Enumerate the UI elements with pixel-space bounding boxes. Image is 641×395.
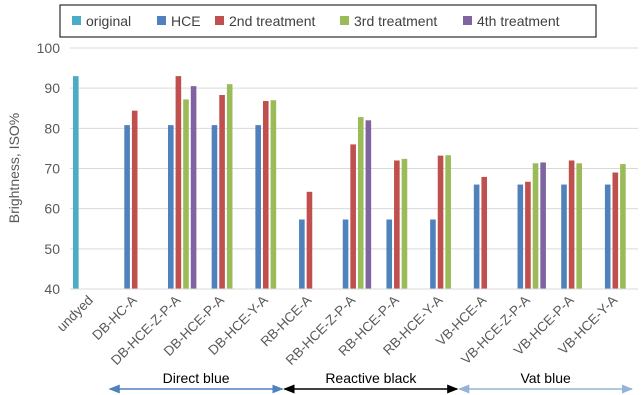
category-labels: undyedDB-HC-ADB-HCE-Z-P-ADB-HCE-P-ADB-HC…: [54, 293, 620, 368]
bar-2nd-treatment-rb-hce-y-a: [437, 155, 444, 289]
bar-3rd-treatment-rb-hce-p-a: [401, 158, 408, 289]
y-tick-100: 100: [37, 40, 61, 56]
bar-hce-db-hce-y-a: [255, 125, 261, 290]
legend-item-original: original: [72, 13, 131, 29]
group-label-0: Direct blue: [163, 370, 230, 386]
bar-2nd-treatment-vb-hce-p-a: [568, 160, 575, 289]
y-axis-label: Brightness, ISO%: [6, 113, 22, 224]
y-tick-40: 40: [44, 281, 60, 297]
bar-3rd-treatment-db-hce-y-a: [270, 100, 277, 289]
y-tick-70: 70: [44, 161, 60, 177]
legend-item-hce: HCE: [157, 13, 201, 29]
y-tick-90: 90: [44, 80, 60, 96]
legend-item-3rd-treatment: 3rd treatment: [340, 13, 437, 29]
group-labels: Direct blue Reactive black Vat blue: [108, 370, 634, 394]
legend: original HCE 2nd treatment 3rd treatment 4th…: [59, 4, 597, 38]
bar-hce-rb-hce-a: [299, 219, 305, 289]
bar-2nd-treatment-vb-hce-a: [481, 176, 488, 289]
legend-swatch: [340, 16, 349, 25]
legend-swatch: [463, 16, 472, 25]
bar-2nd-treatment-db-hce-p-a: [219, 94, 225, 290]
bars: [73, 76, 626, 290]
bar-hce-rb-hce-z-p-a: [342, 219, 349, 289]
bar-2nd-treatment-rb-hce-z-p-a: [350, 144, 356, 289]
legend-swatch: [157, 16, 166, 25]
bar-3rd-treatment-vb-hce-p-a: [576, 163, 583, 289]
bar-3rd-treatment-vb-hce-y-a: [620, 164, 626, 289]
bar-hce-vb-hce-p-a: [561, 184, 567, 289]
y-tick-60: 60: [44, 201, 60, 217]
bar-3rd-treatment-vb-hce-z-p-a: [532, 163, 539, 289]
legend-swatch: [215, 16, 224, 25]
y-tick-50: 50: [44, 241, 60, 257]
legend-item-2nd-treatment: 2nd treatment: [215, 13, 315, 29]
bar-hce-vb-hce-y-a: [604, 184, 611, 289]
legend-label: 4th treatment: [477, 13, 560, 29]
group-label-1: Reactive black: [325, 370, 417, 386]
bar-3rd-treatment-db-hce-z-p-a: [183, 99, 189, 289]
bar-3rd-treatment-rb-hce-z-p-a: [357, 117, 364, 289]
bar-4th-treatment-vb-hce-z-p-a: [540, 162, 546, 289]
group-label-2: Vat blue: [520, 370, 571, 386]
legend-label: 3rd treatment: [354, 13, 437, 29]
bar-hce-rb-hce-p-a: [386, 219, 393, 289]
y-tick-labels: 40 50 60 70 80 90 100: [37, 40, 61, 297]
bar-2nd-treatment-db-hce-z-p-a: [175, 76, 182, 289]
y-tick-80: 80: [44, 120, 60, 136]
bar-2nd-treatment-db-hce-y-a: [262, 101, 269, 290]
bar-2nd-treatment-rb-hce-p-a: [394, 160, 400, 289]
bar-3rd-treatment-rb-hce-y-a: [445, 155, 451, 289]
legend-swatch: [72, 16, 81, 25]
bar-4th-treatment-rb-hce-z-p-a: [365, 120, 372, 289]
bar-hce-db-hce-z-p-a: [167, 125, 174, 290]
bar-3rd-treatment-db-hce-p-a: [226, 84, 233, 290]
legend-label: HCE: [171, 13, 201, 29]
bar-hce-db-hc-a: [124, 125, 130, 290]
bar-2nd-treatment-db-hc-a: [131, 110, 138, 289]
legend-box: [59, 4, 597, 38]
bar-original-undyed: [73, 76, 79, 289]
bar-hce-rb-hce-y-a: [430, 219, 436, 289]
bar-hce-vb-hce-a: [473, 184, 480, 289]
legend-item-4th-treatment: 4th treatment: [463, 13, 560, 29]
legend-label: 2nd treatment: [229, 13, 315, 29]
bar-2nd-treatment-vb-hce-z-p-a: [525, 181, 531, 289]
bar-2nd-treatment-rb-hce-a: [306, 191, 313, 289]
bar-2nd-treatment-vb-hce-y-a: [612, 172, 619, 289]
bar-hce-vb-hce-z-p-a: [517, 184, 524, 289]
category-label-undyed: undyed: [54, 293, 96, 335]
bar-4th-treatment-db-hce-z-p-a: [190, 86, 197, 290]
bar-hce-db-hce-p-a: [211, 125, 218, 290]
legend-label: original: [86, 13, 131, 29]
